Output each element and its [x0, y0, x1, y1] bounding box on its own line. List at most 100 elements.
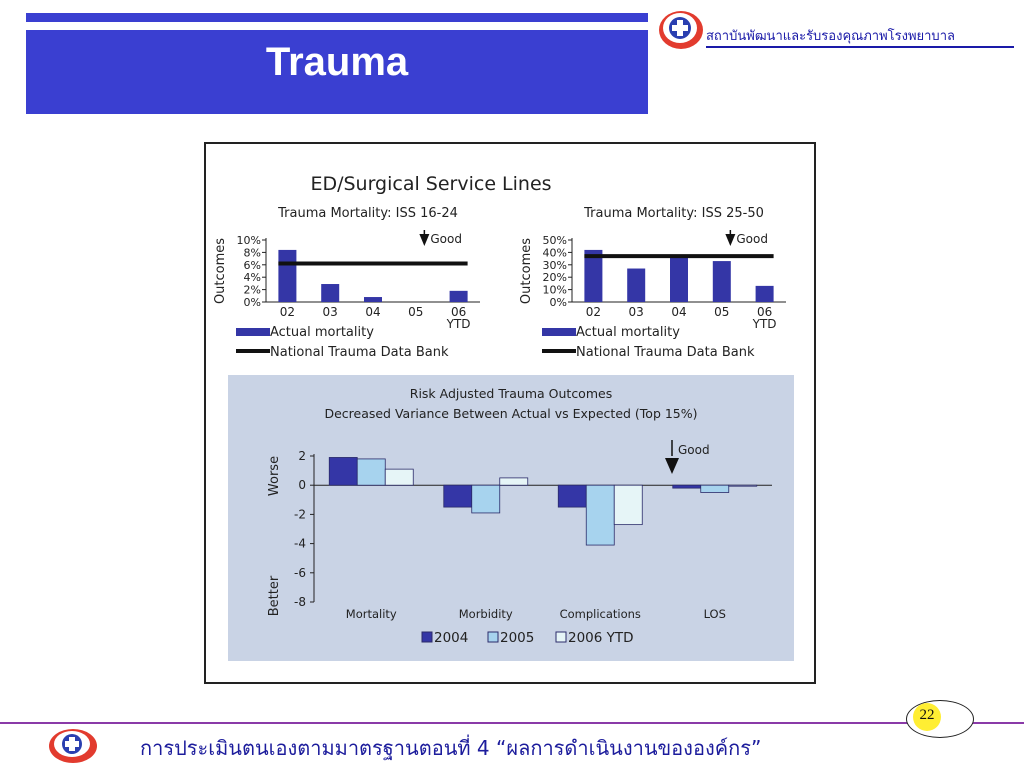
x-tick-label: 06 [451, 305, 466, 319]
legend-label-benchmark: National Trauma Data Bank [270, 345, 449, 360]
good-arrow-icon [665, 458, 679, 474]
chart-figure: ED/Surgical Service Lines Trauma Mortali… [213, 173, 794, 661]
y-axis-label: Outcomes [213, 238, 228, 304]
legend-swatch-benchmark [542, 349, 576, 353]
bar-actual-mortality [670, 257, 688, 302]
footer-text: การประเมินตนเองตามมาตรฐานตอนที่ 4 “ผลการ… [140, 736, 762, 760]
x-tick-label: 03 [629, 305, 644, 319]
legend-label: 2005 [500, 630, 534, 646]
y-tick-label: 50% [543, 234, 567, 247]
bar-actual-mortality [449, 290, 468, 302]
legend-label-actual: Actual mortality [270, 325, 374, 340]
y-tick-label: 20% [543, 271, 567, 284]
organization-name: สถาบันพัฒนาและรับรองคุณภาพโรงพยาบาล [706, 29, 955, 44]
title-band [26, 30, 648, 114]
bar-actual-mortality [364, 297, 382, 302]
y-tick-label: 6% [244, 259, 261, 272]
bar-2006-ytd [384, 468, 414, 486]
x-tick-label: Complications [560, 607, 641, 621]
x-tick-sublabel: YTD [752, 317, 777, 331]
bar-2004 [557, 484, 587, 508]
footer-rule [0, 722, 1024, 724]
bar-actual-mortality [278, 249, 297, 302]
x-tick-label: Morbidity [459, 607, 513, 621]
x-tick-label: 02 [280, 305, 295, 319]
x-tick-label: 02 [586, 305, 601, 319]
chart-main-title: ED/Surgical Service Lines [310, 173, 551, 195]
bar-2005 [700, 484, 730, 493]
good-arrow-icon [419, 234, 430, 246]
chart-iss-25-50: Trauma Mortality: ISS 25-50 Outcomes 50%40… [519, 206, 786, 360]
y-tick-label: 0% [244, 296, 261, 309]
organization-underline [706, 46, 1014, 48]
chart-risk-adjusted: Risk Adjusted Trauma Outcomes Decreased V… [267, 386, 772, 646]
bar-2006-ytd [613, 484, 643, 526]
x-tick-label: Mortality [346, 607, 397, 621]
y-tick-label: -2 [294, 507, 306, 521]
bar-2005 [356, 458, 386, 486]
x-tick-label: 04 [671, 305, 686, 319]
bar-2004 [328, 457, 358, 486]
y-label-better: Better [267, 575, 282, 616]
y-tick-label: 4% [244, 271, 261, 284]
bar-2004 [443, 484, 473, 508]
y-tick-label: -8 [294, 595, 306, 609]
good-arrow-icon [725, 234, 736, 246]
bar-actual-mortality [627, 268, 646, 302]
y-tick-label: -4 [294, 537, 306, 551]
y-tick-label: 10% [237, 234, 261, 247]
y-tick-label: 2 [298, 449, 306, 463]
subchart-title: Trauma Mortality: ISS 16-24 [277, 206, 458, 221]
legend-swatch [421, 631, 433, 643]
bar-actual-mortality [712, 261, 731, 302]
chart-title: Risk Adjusted Trauma Outcomes [410, 386, 612, 401]
y-axis-label: Outcomes [519, 238, 534, 304]
red-cross-logo-icon [49, 729, 97, 763]
bar-2006-ytd [728, 484, 758, 487]
legend-swatch [555, 631, 567, 643]
y-tick-label: -6 [294, 566, 306, 580]
legend-swatch-actual [542, 328, 576, 336]
legend-label: 2004 [434, 630, 468, 646]
good-annotation: Good [430, 232, 462, 246]
x-tick-label: 05 [408, 305, 423, 319]
x-tick-label: 06 [757, 305, 772, 319]
red-cross-logo-icon [659, 11, 703, 49]
legend-swatch-actual [236, 328, 270, 336]
y-tick-label: 30% [543, 259, 567, 272]
bar-actual-mortality [584, 249, 603, 302]
legend-label-actual: Actual mortality [576, 325, 680, 340]
page-title: Trauma [265, 40, 409, 84]
bar-2005 [471, 484, 501, 514]
x-tick-label: 05 [714, 305, 729, 319]
y-tick-label: 8% [244, 246, 261, 259]
page-number-circle [913, 703, 941, 731]
legend-label: 2006 YTD [568, 630, 634, 646]
x-tick-label: 04 [365, 305, 380, 319]
header-top-rule [26, 13, 648, 22]
good-annotation: Good [736, 232, 768, 246]
legend-label-benchmark: National Trauma Data Bank [576, 345, 755, 360]
y-tick-label: 2% [244, 284, 261, 297]
x-tick-label: 03 [323, 305, 338, 319]
chart-subtitle: Decreased Variance Between Actual vs Exp… [324, 406, 697, 421]
bar-2005 [585, 484, 615, 546]
y-tick-label: 0 [298, 478, 306, 492]
bar-actual-mortality [755, 285, 774, 302]
y-tick-label: 10% [543, 284, 567, 297]
page-number: 22 [919, 707, 935, 723]
chart-iss-16-24: Trauma Mortality: ISS 16-24 Outcomes 10%8%… [213, 206, 480, 360]
legend-swatch [487, 631, 499, 643]
y-tick-label: 40% [543, 246, 567, 259]
risk-panel-background [228, 375, 794, 661]
x-tick-sublabel: YTD [446, 317, 471, 331]
subchart-title: Trauma Mortality: ISS 25-50 [583, 206, 764, 221]
legend-swatch-benchmark [236, 349, 270, 353]
y-tick-label: 0% [550, 296, 567, 309]
bar-2006-ytd [499, 477, 529, 486]
y-label-worse: Worse [267, 456, 282, 496]
bar-2004 [672, 484, 702, 489]
x-tick-label: LOS [704, 607, 726, 621]
good-annotation: Good [678, 443, 710, 457]
bar-actual-mortality [321, 284, 340, 302]
